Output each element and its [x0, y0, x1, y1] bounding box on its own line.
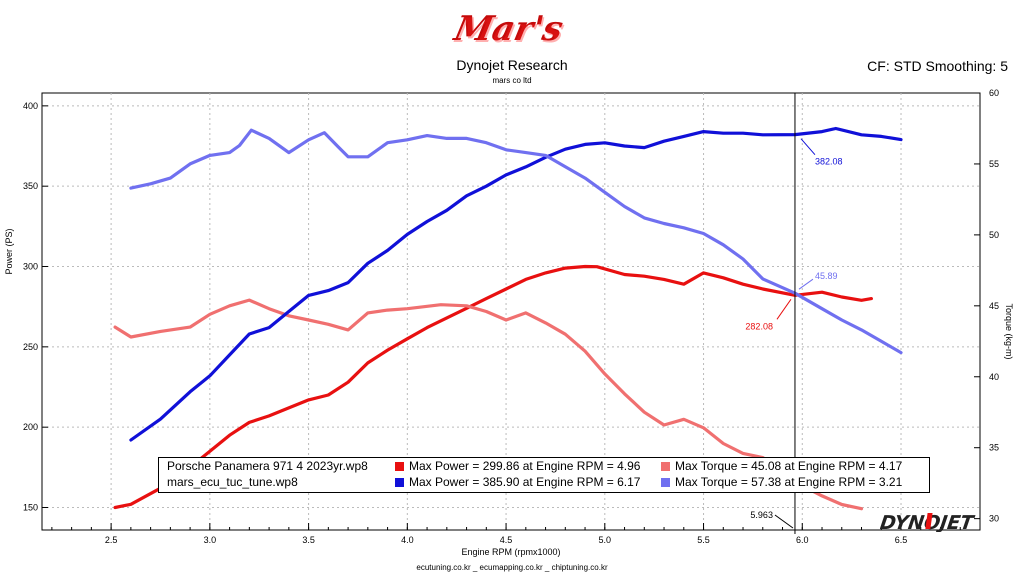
- annotation-stock-power: 282.08: [745, 321, 773, 331]
- legend-row-stock: Porsche Panamera 971 4 2023yr.wp8 Max Po…: [159, 458, 929, 474]
- series-line-3: [129, 128, 903, 355]
- logo-text: Mar's: [452, 9, 566, 49]
- mars-logo: Mar's Mar's: [452, 9, 568, 51]
- series-line-2: [129, 126, 903, 442]
- legend-tuned-torque: Max Torque = 57.38 at Engine RPM = 3.21: [675, 475, 903, 489]
- legend-file-stock: Porsche Panamera 971 4 2023yr.wp8: [167, 459, 368, 473]
- y-left-axis-label: Power (PS): [4, 228, 14, 274]
- x-tick-label: 4.0: [401, 535, 414, 545]
- y-right-tick-label: 45: [989, 301, 999, 311]
- x-tick-label: 5.0: [599, 535, 612, 545]
- legend-file-tuned: mars_ecu_tuc_tune.wp8: [167, 475, 298, 489]
- annotation-tuned-power: 382.08: [815, 157, 843, 167]
- x-tick-label: 5.5: [697, 535, 710, 545]
- legend-swatch-stock-torque: [661, 462, 670, 471]
- legend-swatch-stock-power: [395, 462, 404, 471]
- y-right-tick-label: 30: [989, 514, 999, 524]
- y-right-tick-label: 35: [989, 443, 999, 453]
- legend-tuned-power: Max Power = 385.90 at Engine RPM = 6.17: [409, 475, 641, 489]
- series-line-0: [113, 264, 874, 510]
- legend: Porsche Panamera 971 4 2023yr.wp8 Max Po…: [158, 457, 930, 493]
- x-tick-label: 6.0: [796, 535, 809, 545]
- y-left-tick-label: 300: [23, 262, 38, 272]
- y-right-tick-label: 60: [989, 88, 999, 98]
- y-left-tick-label: 200: [23, 422, 38, 432]
- chart-subtitle: mars co ltd: [492, 76, 532, 85]
- y-right-tick-label: 40: [989, 372, 999, 382]
- annotation-arrow-stock-power: [776, 299, 792, 320]
- annotation-arrow-tuned-torque: [798, 278, 814, 290]
- legend-stock-power: Max Power = 299.86 at Engine RPM = 4.96: [409, 459, 641, 473]
- y-right-axis-label: Torque (kg-m): [1004, 303, 1014, 359]
- footer-sites: ecutuning.co.kr _ ecumapping.co.kr _ chi…: [416, 563, 608, 572]
- x-tick-label: 2.5: [105, 535, 118, 545]
- y-right-tick-label: 50: [989, 230, 999, 240]
- x-tick-label: 3.5: [302, 535, 315, 545]
- legend-stock-torque: Max Torque = 45.08 at Engine RPM = 4.17: [675, 459, 903, 473]
- cursor-x-label: 5.963: [750, 510, 773, 520]
- series-line-1: [113, 298, 864, 511]
- dynojet-logo: DYNOJET: [880, 511, 976, 532]
- y-left-tick-label: 350: [23, 181, 38, 191]
- x-axis-label: Engine RPM (rpmx1000): [461, 547, 560, 557]
- legend-row-tuned: mars_ecu_tuc_tune.wp8 Max Power = 385.90…: [159, 474, 929, 490]
- x-tick-label: 3.0: [204, 535, 217, 545]
- chart-title: Dynojet Research: [456, 57, 568, 73]
- x-tick-label: 4.5: [500, 535, 513, 545]
- logo-shadow: Mar's: [452, 11, 568, 51]
- y-left-tick-label: 250: [23, 342, 38, 352]
- dynojet-logo-accent: [925, 513, 933, 529]
- annotation-tuned-torque: 45.89: [815, 271, 838, 281]
- y-right-tick-label: 55: [989, 159, 999, 169]
- y-left-tick-label: 150: [23, 503, 38, 513]
- cf-smoothing-label: CF: STD Smoothing: 5: [867, 58, 1008, 74]
- annotation-arrow-tuned-power: [800, 138, 816, 155]
- y-left-tick-label: 400: [23, 101, 38, 111]
- legend-swatch-tuned-power: [395, 478, 404, 487]
- x-tick-label: 6.5: [895, 535, 908, 545]
- legend-swatch-tuned-torque: [661, 478, 670, 487]
- cursor-x-arrow: [774, 514, 794, 529]
